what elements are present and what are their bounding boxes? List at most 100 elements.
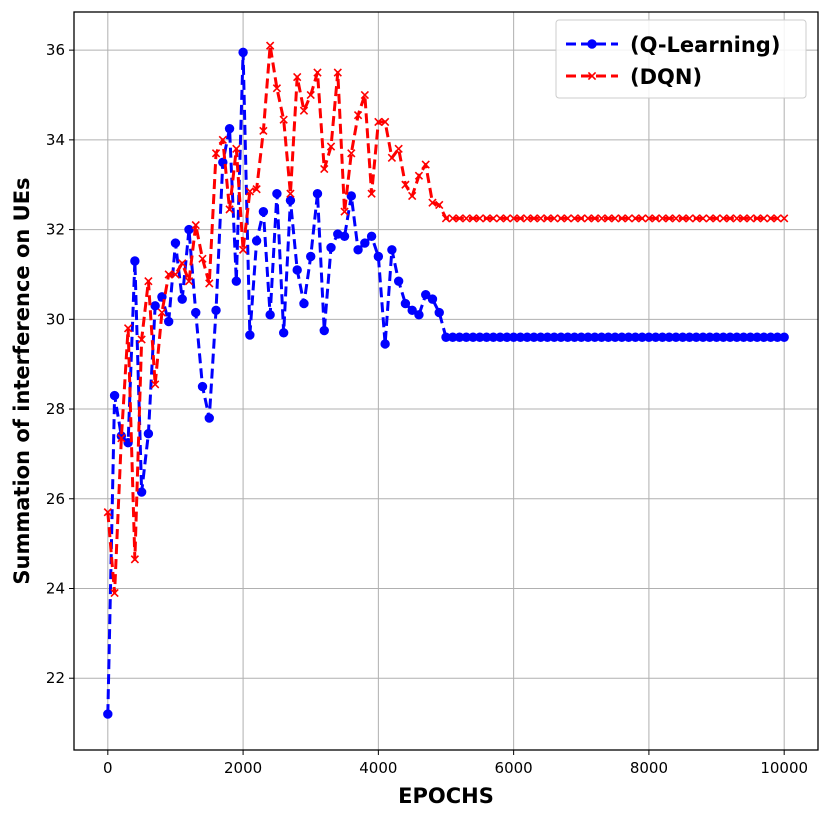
data-point-dqn (705, 214, 714, 223)
data-point-dqn (408, 191, 417, 201)
marker-stroke (306, 90, 315, 100)
data-point-dqn (299, 106, 309, 115)
marker-stroke (685, 214, 694, 223)
marker-stroke (333, 68, 342, 77)
data-point-dqn (685, 214, 694, 223)
marker-stroke (245, 187, 255, 196)
marker-stroke (137, 335, 146, 344)
data-point-q-learning (387, 245, 397, 255)
data-point-q-learning (191, 307, 201, 318)
legend-box (555, 19, 807, 99)
marker-stroke (509, 214, 518, 223)
marker-stroke (157, 308, 167, 317)
data-point-dqn (401, 180, 410, 189)
marker-stroke (678, 214, 687, 223)
marker-stroke (367, 189, 376, 198)
data-point-q-learning (339, 231, 350, 242)
data-point-q-learning (326, 242, 336, 253)
data-point-q-learning (427, 294, 438, 304)
data-point-q-learning (245, 330, 255, 340)
data-point-dqn (773, 214, 782, 223)
marker-stroke (421, 160, 430, 169)
marker-stroke (752, 214, 762, 223)
data-point-dqn (265, 41, 275, 50)
data-point-q-learning (292, 265, 302, 275)
marker-stroke (739, 214, 748, 223)
data-point-q-learning (204, 413, 214, 423)
marker-stroke (610, 214, 620, 223)
marker-stroke (144, 277, 153, 286)
data-point-q-learning (319, 325, 329, 336)
data-point-dqn (130, 555, 140, 564)
data-point-dqn (692, 214, 701, 223)
marker-stroke (110, 588, 119, 598)
data-point-dqn (495, 214, 505, 223)
data-point-q-learning (312, 188, 323, 199)
marker-stroke (746, 214, 755, 223)
marker-stroke (780, 214, 789, 223)
x-tick-label: 6000 (495, 759, 533, 777)
data-point-dqn (610, 214, 620, 223)
marker-stroke (725, 214, 735, 223)
data-point-dqn (225, 205, 234, 214)
y-tick-label: 24 (46, 579, 65, 597)
data-point-q-learning (143, 429, 154, 439)
marker-stroke (495, 214, 505, 223)
data-point-dqn (536, 214, 545, 223)
y-tick-label: 26 (46, 490, 65, 508)
data-point-dqn (435, 200, 444, 210)
data-point-dqn (198, 254, 207, 263)
data-point-q-learning (136, 487, 147, 497)
marker-stroke (279, 115, 288, 124)
data-point-dqn (725, 214, 735, 223)
data-point-dqn (509, 214, 518, 223)
marker-stroke (543, 214, 552, 223)
data-point-dqn (780, 214, 789, 223)
marker-stroke (692, 214, 701, 223)
data-point-dqn (468, 214, 478, 223)
data-point-dqn (665, 214, 674, 223)
data-point-dqn (272, 84, 282, 93)
data-point-dqn (184, 277, 194, 286)
marker-stroke (360, 90, 370, 100)
data-point-q-learning (285, 195, 296, 206)
marker-stroke (502, 214, 512, 223)
data-point-q-learning (407, 305, 417, 316)
data-point-dqn (232, 144, 241, 153)
marker-stroke (766, 214, 775, 223)
data-point-dqn (164, 270, 173, 279)
data-point-dqn (340, 207, 349, 216)
data-point-dqn (428, 198, 437, 207)
data-point-dqn (252, 185, 261, 194)
data-point-dqn (171, 270, 180, 279)
data-point-dqn (671, 214, 681, 223)
marker-stroke (577, 214, 586, 223)
data-point-q-learning (157, 292, 167, 302)
data-point-dqn (631, 214, 640, 223)
data-point-dqn (556, 214, 566, 223)
data-point-dqn (103, 508, 112, 517)
data-point-dqn (590, 214, 599, 223)
data-point-dqn (157, 308, 167, 317)
marker-stroke (299, 106, 309, 115)
marker-stroke (468, 214, 478, 223)
marker-stroke (455, 214, 464, 223)
data-point-dqn (123, 324, 133, 333)
data-point-q-learning (130, 256, 140, 266)
data-point-dqn (732, 214, 742, 223)
data-point-dqn (563, 214, 572, 223)
marker-stroke (597, 214, 606, 223)
legend-marker-q-learning (587, 39, 597, 49)
legend-marker-shape (587, 71, 597, 81)
data-point-dqn (746, 214, 755, 223)
data-point-dqn (698, 214, 708, 223)
y-tick-label: 28 (46, 400, 65, 418)
legend-marker-shape (587, 39, 597, 49)
y-tick-label: 22 (46, 669, 65, 687)
marker-stroke (516, 214, 525, 223)
marker-stroke (211, 149, 221, 158)
data-point-dqn (144, 277, 153, 286)
data-point-dqn (326, 142, 336, 151)
data-point-q-learning (353, 245, 363, 255)
marker-stroke (238, 245, 248, 254)
